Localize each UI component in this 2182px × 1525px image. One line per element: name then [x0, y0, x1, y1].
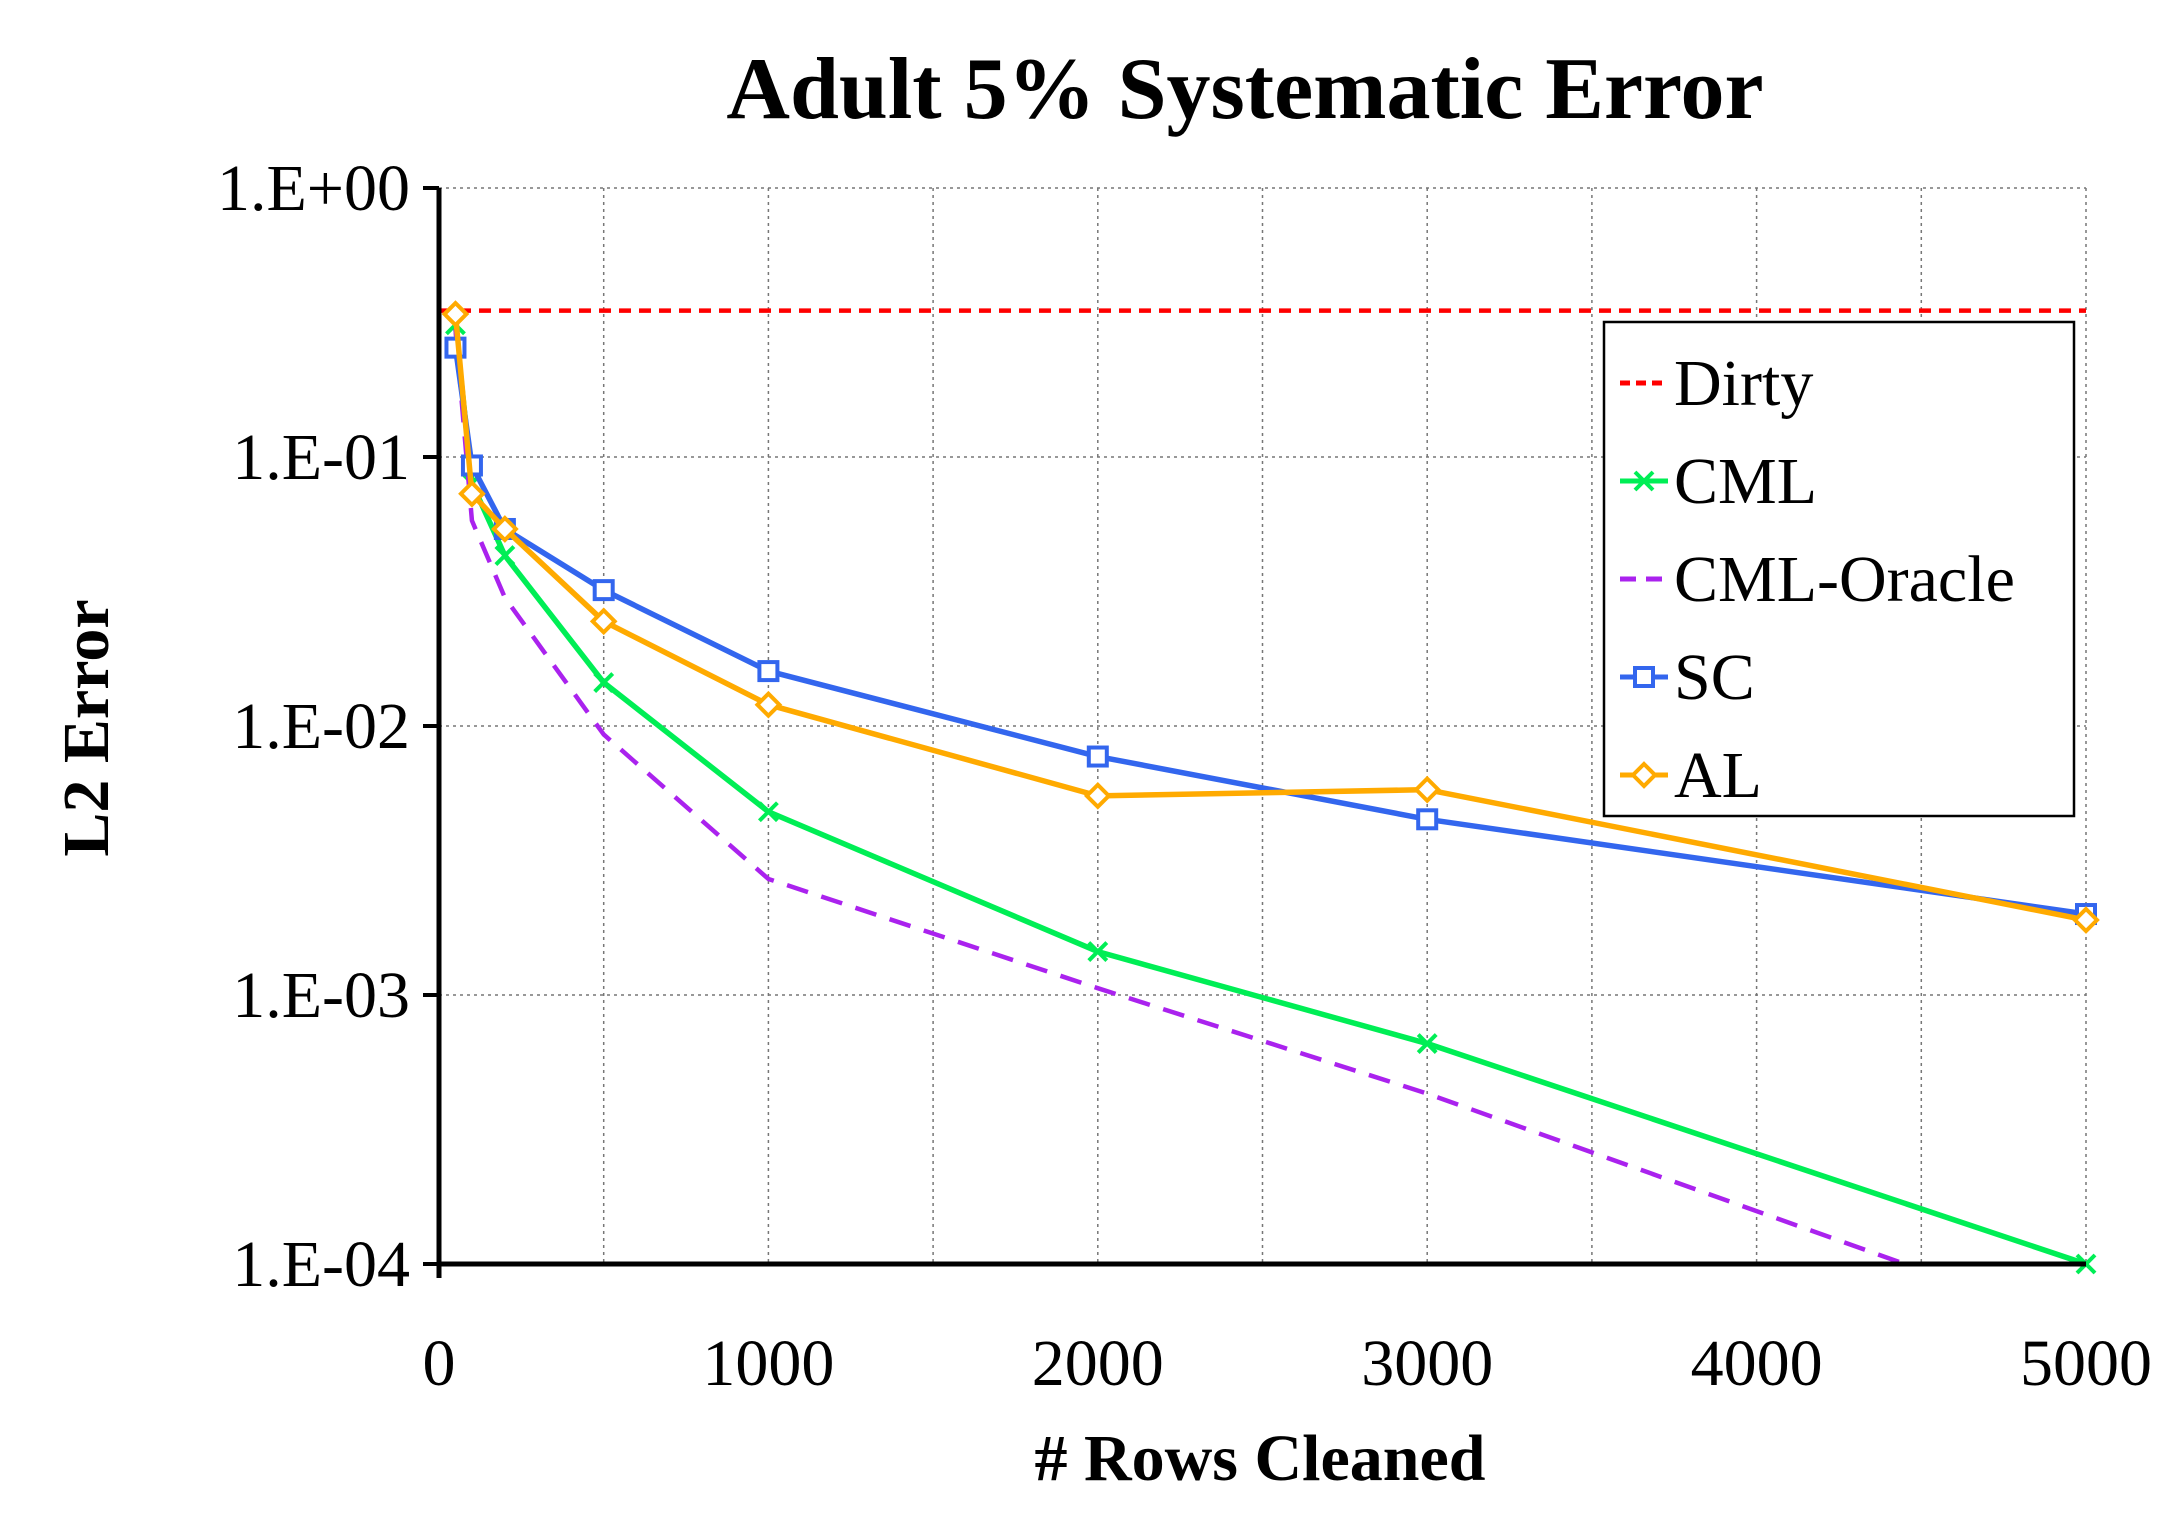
point-al: [589, 607, 618, 636]
legend-entry-al: AL: [1620, 739, 1762, 812]
tick-labels: 0 1000 2000 3000 4000 5000 1.E+00 1.E-01 1.E-02 1…: [217, 152, 2152, 1400]
grid: [439, 187, 2087, 1265]
point-cml: [757, 801, 779, 823]
point-cml: [593, 672, 615, 694]
series-sc: [444, 336, 2097, 926]
point-al: [1413, 775, 1442, 804]
legend-box: [1602, 320, 2076, 818]
point-al: [441, 300, 470, 328]
x-tick-label: 4000: [1691, 1327, 1823, 1400]
point-cml: [1087, 941, 1109, 963]
legend-label: CML-Oracle: [1674, 543, 2015, 616]
point-sc: [1416, 808, 1439, 831]
legend-marker: [1630, 761, 1658, 789]
legend-label: SC: [1674, 641, 1755, 714]
series-cml-oracle: [453, 328, 1906, 1267]
x-tick-label: 5000: [2020, 1327, 2152, 1400]
y-tick-label: 1.E+00: [217, 152, 410, 225]
chart-title: Adult 5% Systematic Error: [726, 41, 1763, 138]
point-sc: [757, 660, 780, 683]
point-sc: [1086, 745, 1109, 768]
point-cml: [1416, 1033, 1438, 1054]
y-tick-label: 1.E-01: [232, 421, 410, 494]
y-tick-label: 1.E-02: [232, 690, 410, 763]
point-sc: [592, 579, 615, 602]
x-tick-label: 0: [423, 1327, 456, 1400]
point-al: [1083, 782, 1112, 810]
axes: [423, 186, 2086, 1278]
legend-marker: [1633, 666, 1655, 688]
legend-entry-sc: SC: [1620, 641, 1755, 714]
legend: Dirty CML CML-Oracle SC AL: [1602, 320, 2076, 818]
x-tick-label: 2000: [1032, 1327, 1164, 1400]
legend-entry-cml-oracle: CML-Oracle: [1620, 543, 2015, 616]
y-axis-title: L2 Error: [50, 599, 123, 856]
legend-entry-cml: CML: [1620, 445, 1817, 518]
x-axis-title: # Rows Cleaned: [1034, 1422, 1485, 1495]
legend-entry-dirty: Dirty: [1620, 347, 1813, 420]
legend-label: AL: [1674, 739, 1762, 812]
point-cml: [494, 545, 516, 567]
point-al: [491, 515, 519, 543]
legend-label: Dirty: [1674, 347, 1813, 420]
legend-marker: [1633, 470, 1655, 492]
point-al: [754, 690, 783, 719]
y-tick-label: 1.E-03: [232, 959, 410, 1032]
y-tick-label: 1.E-04: [232, 1228, 410, 1301]
series-line-cml-oracle: [453, 328, 1906, 1267]
x-tick-label: 1000: [702, 1327, 834, 1400]
legend-label: CML: [1674, 445, 1817, 518]
point-al: [458, 479, 486, 508]
x-tick-label: 3000: [1361, 1327, 1493, 1400]
point-al: [2072, 906, 2100, 934]
series-layer: [439, 300, 2100, 1275]
series-al: [441, 300, 2100, 934]
